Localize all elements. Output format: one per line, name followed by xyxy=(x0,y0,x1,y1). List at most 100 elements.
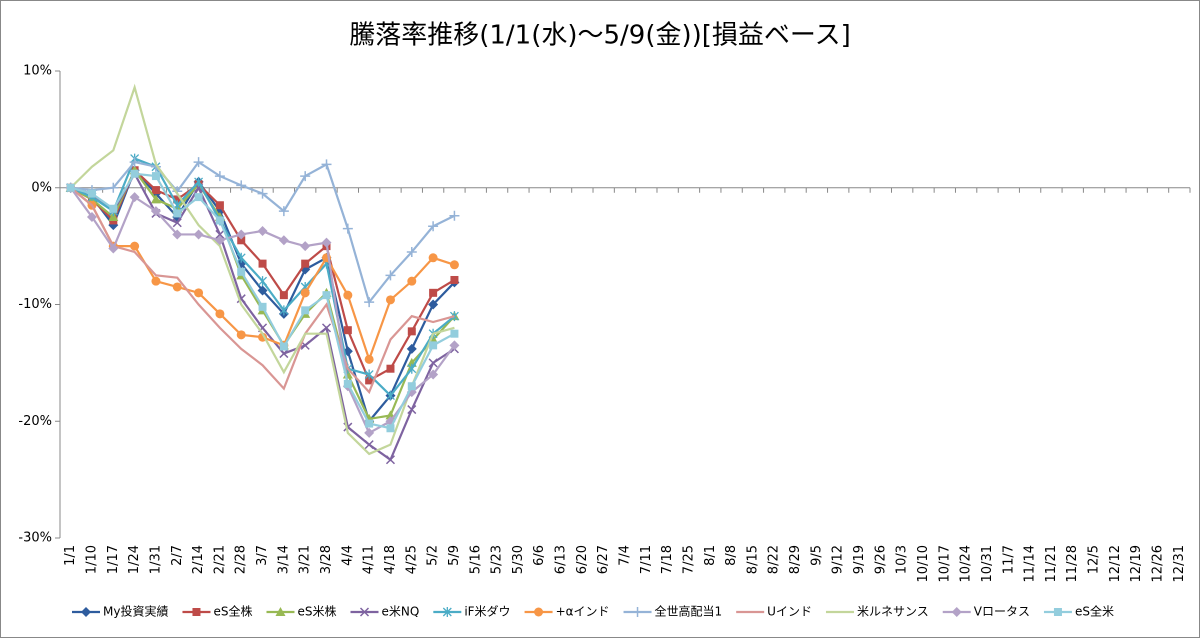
x-tick-label: 1/24 xyxy=(127,545,142,574)
x-tick-label: 3/28 xyxy=(319,545,334,574)
marker xyxy=(257,225,268,236)
marker xyxy=(365,376,374,385)
marker xyxy=(343,379,352,388)
x-tick-label: 5/23 xyxy=(490,545,505,574)
marker xyxy=(300,288,310,298)
marker xyxy=(449,260,459,270)
x-tick-label: 1/10 xyxy=(84,545,99,574)
x-tick-label: 5/16 xyxy=(468,545,483,574)
x-tick-label: 3/21 xyxy=(298,545,313,574)
legend-label: +αインド xyxy=(556,605,610,619)
series xyxy=(66,169,459,433)
marker xyxy=(321,159,332,170)
chart-title: 騰落率推移(1/1(水)～5/9(金))[損益ベース] xyxy=(349,21,851,51)
x-tick-label: 12/26 xyxy=(1151,545,1166,582)
marker xyxy=(385,455,396,465)
x-tick-label: 10/24 xyxy=(959,545,974,582)
marker xyxy=(322,291,331,300)
marker xyxy=(428,358,438,368)
marker xyxy=(129,192,140,203)
marker xyxy=(194,288,204,298)
x-tick-label: 6/6 xyxy=(532,545,547,566)
marker xyxy=(385,270,396,281)
x-tick-label: 11/21 xyxy=(1044,545,1059,582)
marker xyxy=(279,349,289,359)
marker xyxy=(258,276,268,287)
y-tick-label: 0% xyxy=(31,180,52,195)
marker xyxy=(450,329,459,338)
marker xyxy=(214,171,225,182)
legend-label: Uインド xyxy=(767,605,812,619)
marker xyxy=(449,210,460,221)
legend-label: e米NQ xyxy=(382,605,420,619)
x-tick-label: 3/14 xyxy=(276,545,291,574)
x-tick-label: 6/20 xyxy=(575,545,590,574)
marker xyxy=(342,223,353,234)
y-tick-label: -10% xyxy=(18,297,52,312)
marker xyxy=(279,305,289,316)
legend-label: eS米株 xyxy=(297,604,336,619)
x-tick-label: 8/29 xyxy=(788,545,803,574)
marker xyxy=(236,229,247,240)
marker xyxy=(66,183,75,192)
marker xyxy=(87,189,96,198)
series xyxy=(69,186,455,395)
marker xyxy=(278,235,289,246)
x-tick-label: 1/17 xyxy=(106,545,121,574)
marker xyxy=(236,180,247,191)
marker xyxy=(257,188,268,199)
x-tick-label: 12/12 xyxy=(1108,545,1123,582)
marker xyxy=(237,267,246,276)
marker xyxy=(364,427,375,438)
marker xyxy=(279,342,288,351)
x-tick-label: 2/7 xyxy=(170,545,185,566)
x-tick-label: 7/18 xyxy=(660,545,675,574)
marker xyxy=(214,235,225,246)
marker xyxy=(428,369,439,380)
marker xyxy=(215,201,224,210)
marker xyxy=(215,309,225,319)
x-tick-label: 1/1 xyxy=(63,545,78,566)
marker xyxy=(534,607,544,617)
marker xyxy=(365,419,374,428)
marker xyxy=(407,382,416,391)
marker xyxy=(321,323,332,333)
marker xyxy=(428,221,439,232)
marker xyxy=(151,172,160,181)
marker xyxy=(172,282,182,292)
marker xyxy=(150,206,161,217)
marker xyxy=(275,607,286,616)
marker xyxy=(385,295,395,305)
marker xyxy=(258,302,267,311)
marker xyxy=(192,608,201,616)
series xyxy=(66,183,459,364)
x-tick-label: 11/28 xyxy=(1065,545,1080,582)
marker xyxy=(300,241,311,252)
marker xyxy=(407,405,417,415)
x-tick-label: 7/25 xyxy=(681,545,696,574)
marker xyxy=(151,186,160,195)
marker xyxy=(386,424,395,433)
x-tick-label: 11/7 xyxy=(1001,545,1016,574)
legend-label: 全世高配当1 xyxy=(655,604,723,619)
series-line xyxy=(69,83,455,456)
marker xyxy=(215,216,224,225)
marker xyxy=(386,390,395,401)
x-tick-label: 2/21 xyxy=(212,545,227,574)
marker xyxy=(406,343,417,354)
marker xyxy=(429,341,438,350)
x-tick-label: 8/15 xyxy=(745,545,760,574)
x-tick-label: 6/27 xyxy=(596,545,611,574)
legend-label: 米ルネサンス xyxy=(857,605,929,619)
marker xyxy=(108,243,119,254)
marker xyxy=(449,340,460,351)
y-tick-label: -30% xyxy=(18,531,52,546)
marker xyxy=(193,157,204,168)
marker xyxy=(428,253,438,263)
marker xyxy=(86,211,97,222)
marker xyxy=(321,237,332,248)
marker xyxy=(449,311,459,322)
x-tick-label: 12/31 xyxy=(1172,545,1187,582)
